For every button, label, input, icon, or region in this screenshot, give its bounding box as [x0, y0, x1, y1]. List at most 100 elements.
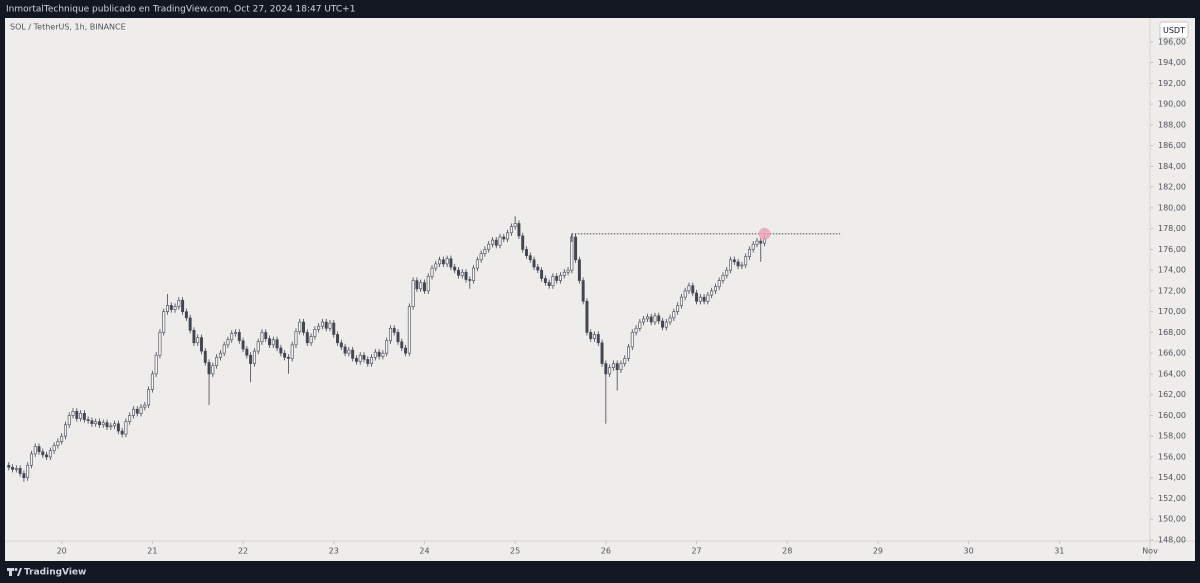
y-tick-label: 164,00	[1158, 369, 1186, 378]
candle-body	[203, 350, 207, 363]
candle-body	[528, 255, 532, 261]
candle-body	[411, 280, 415, 307]
candle-body	[404, 347, 408, 354]
x-tick-label: 26	[601, 547, 611, 556]
candle-body	[679, 296, 683, 306]
candle-body	[256, 341, 260, 352]
candle-body	[566, 269, 570, 273]
candle-body	[241, 340, 245, 350]
candle-body	[11, 467, 15, 470]
x-tick-label: 23	[329, 547, 339, 556]
candle-body	[184, 311, 188, 319]
candle-body	[113, 423, 117, 427]
candle-body	[725, 269, 729, 276]
candle-body	[691, 285, 695, 294]
candle-body	[252, 350, 256, 364]
candle-body	[388, 327, 392, 342]
candle-body	[698, 296, 702, 302]
candle-body	[215, 357, 219, 366]
candle-body	[630, 332, 634, 348]
candle-body	[513, 223, 517, 227]
candle-body	[48, 450, 52, 458]
candle-body	[60, 435, 64, 442]
candle-body	[234, 332, 237, 334]
candle-body	[305, 332, 309, 344]
y-tick-label: 190,00	[1158, 100, 1186, 109]
x-tick-label: 24	[419, 547, 429, 556]
candle-body	[211, 365, 215, 375]
candle-body	[547, 282, 551, 287]
candle-body	[124, 421, 128, 435]
candle-body	[33, 446, 37, 455]
x-tick-label: 22	[238, 547, 248, 556]
candle-body	[7, 464, 11, 468]
y-tick-label: 182,00	[1158, 183, 1186, 192]
candle-body	[604, 363, 608, 375]
candle-body	[268, 338, 271, 346]
candle-body	[619, 363, 623, 371]
x-tick-label: 20	[57, 547, 67, 556]
chart-area	[5, 18, 1195, 561]
candle-body	[109, 425, 113, 428]
candle-body	[713, 286, 717, 292]
candle-body	[132, 408, 135, 416]
candle-body	[502, 236, 506, 240]
candle-body	[309, 336, 313, 344]
candle-body	[740, 264, 744, 267]
candle-body	[562, 271, 566, 276]
candle-body	[642, 318, 646, 323]
candle-body	[275, 339, 279, 349]
currency-badge	[1159, 21, 1189, 39]
y-tick-label: 148,00	[1158, 535, 1186, 544]
candle-body	[729, 259, 733, 271]
candle-body	[26, 464, 30, 479]
candle-body	[744, 256, 748, 266]
candle-body	[555, 276, 559, 281]
y-tick-label: 152,00	[1158, 494, 1186, 503]
candle-body	[63, 424, 67, 437]
y-axis: 148,00 150,00 152,00 154,00 156,00 158,00 160,…	[1150, 37, 1186, 544]
candle-body	[615, 363, 619, 371]
candle-body	[354, 358, 358, 362]
candle-body	[415, 280, 419, 290]
candle-body	[475, 259, 479, 269]
candle-body	[286, 357, 290, 359]
y-tick-label: 168,00	[1158, 328, 1186, 337]
candle-body	[173, 306, 177, 310]
candle-body	[116, 423, 120, 432]
candle-body	[426, 276, 430, 292]
candle-body	[283, 352, 287, 358]
candle-body	[479, 253, 483, 261]
candle-body	[37, 446, 41, 453]
candle-body	[687, 285, 691, 292]
x-tick-label: 28	[782, 547, 792, 556]
candle-body	[294, 331, 298, 346]
symbol-title: SOL / TetherUS, 1h, BINANCE	[10, 23, 126, 32]
y-tick-label: 162,00	[1158, 390, 1186, 399]
y-tick-label: 196,00	[1158, 37, 1186, 46]
candle-body	[162, 311, 166, 333]
candle-body	[407, 306, 411, 354]
candle-body	[521, 235, 525, 250]
candle-body	[143, 404, 147, 408]
candle-body	[543, 278, 547, 283]
candle-body	[94, 421, 98, 425]
candle-body	[710, 290, 714, 296]
candle-body	[324, 321, 328, 329]
candle-body	[706, 294, 710, 302]
candle-body	[736, 261, 740, 267]
candle-body	[188, 317, 192, 331]
y-tick-label: 160,00	[1158, 411, 1186, 420]
footer-brand: TradingView	[24, 568, 86, 578]
candle-body	[683, 290, 687, 298]
candle-body	[441, 259, 445, 265]
candle-body	[611, 363, 615, 369]
candle-body	[494, 239, 498, 246]
x-tick-label: 31	[1054, 547, 1064, 556]
candle-body	[218, 352, 222, 358]
y-tick-label: 180,00	[1158, 203, 1186, 212]
candle-body	[638, 321, 642, 329]
x-tick-label: 21	[147, 547, 157, 556]
candle-body	[139, 406, 143, 414]
candle-body	[245, 348, 249, 356]
